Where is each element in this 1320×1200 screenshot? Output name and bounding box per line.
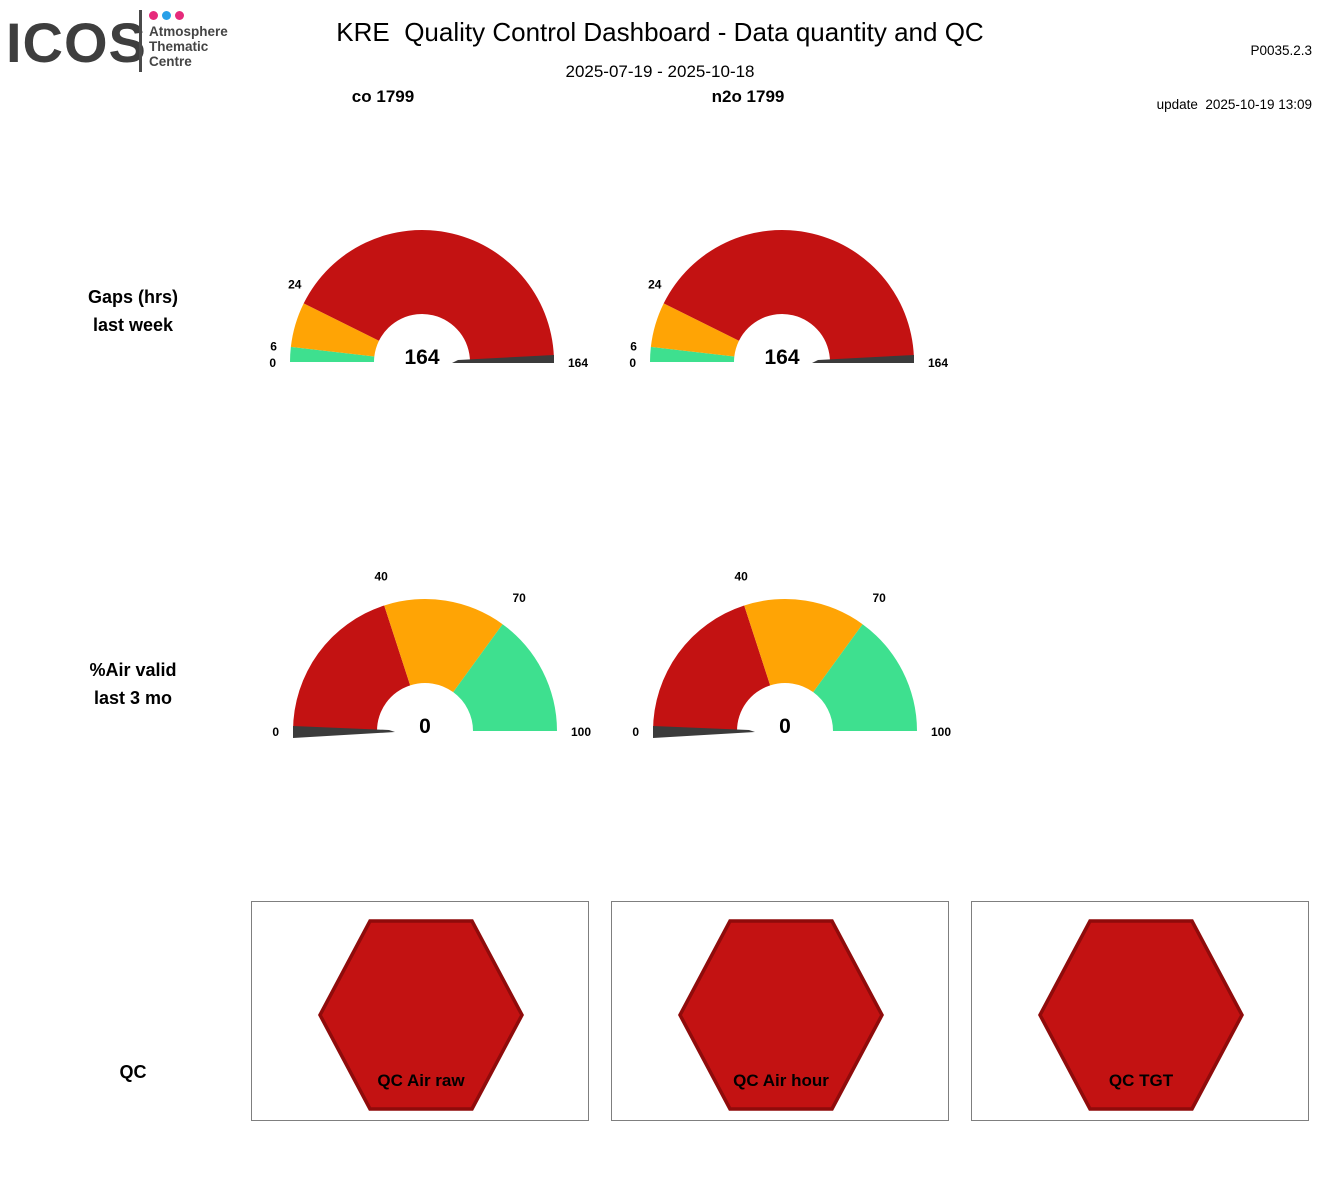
svg-text:164: 164 — [764, 346, 799, 369]
logo-dot-pink-icon — [175, 11, 184, 20]
svg-text:6: 6 — [270, 340, 277, 354]
icos-logo: ICOS — [6, 11, 147, 74]
svg-text:24: 24 — [648, 278, 662, 292]
column-header-n2o: n2o 1799 — [711, 87, 785, 106]
row-label-air-valid: %Air valid last 3 mo — [47, 656, 219, 712]
qc-panel-air-hour: QC Air hour — [611, 901, 949, 1121]
gauge-gaps-n2o: 0 6 24 164 164 — [629, 230, 948, 370]
svg-text:40: 40 — [734, 569, 748, 583]
svg-text:0: 0 — [269, 356, 276, 370]
svg-text:70: 70 — [512, 591, 526, 605]
svg-text:164: 164 — [928, 356, 948, 370]
svg-text:100: 100 — [571, 725, 591, 739]
gauge-air-valid-co: 0 40 70 100 0 — [272, 569, 591, 739]
svg-text:6: 6 — [630, 340, 637, 354]
svg-text:0: 0 — [632, 725, 639, 739]
gauge-air-valid-n2o: 0 40 70 100 0 — [632, 569, 951, 739]
logo-dot-pink-icon — [149, 11, 158, 20]
qc-status-label: QC Air raw — [377, 1071, 465, 1090]
update-timestamp: update 2025-10-19 13:09 — [1156, 97, 1312, 112]
svg-text:24: 24 — [288, 278, 302, 292]
svg-text:164: 164 — [568, 356, 588, 370]
status-hexagon-icon — [1038, 919, 1244, 1111]
qc-panel-tgt: QC TGT — [971, 901, 1309, 1121]
svg-text:0: 0 — [779, 715, 791, 738]
row-label-qc: QC — [47, 1058, 219, 1086]
svg-text:70: 70 — [872, 591, 886, 605]
row-label-air-line1: %Air valid — [89, 660, 177, 680]
qc-status-label: QC TGT — [1108, 1071, 1174, 1090]
row-label-gaps: Gaps (hrs) last week — [47, 283, 219, 339]
qc-status-label: QC Air hour — [733, 1071, 829, 1090]
logo-dots-icon — [149, 11, 184, 20]
logo-org-name: Atmosphere Thematic Centre — [149, 24, 228, 69]
column-header-co: co 1799 — [351, 87, 415, 106]
status-hexagon-icon — [318, 919, 524, 1111]
page-title: KRE Quality Control Dashboard - Data qua… — [336, 17, 984, 47]
logo-dot-blue-icon — [162, 11, 171, 20]
svg-text:100: 100 — [931, 725, 951, 739]
svg-text:0: 0 — [419, 715, 431, 738]
row-label-air-line2: last 3 mo — [93, 688, 173, 708]
row-label-qc-line1: QC — [119, 1062, 147, 1082]
header-meta: P0035.2.3 update 2025-10-19 13:09 — [1157, 6, 1312, 132]
svg-text:0: 0 — [272, 725, 279, 739]
product-code: P0035.2.3 — [1250, 43, 1312, 58]
status-hexagon-icon — [678, 919, 884, 1111]
qc-panel-air-raw: QC Air raw — [251, 901, 589, 1121]
svg-text:164: 164 — [404, 346, 439, 369]
logo-divider — [139, 10, 142, 72]
gauge-gaps-co: 0 6 24 164 164 — [269, 230, 588, 370]
row-label-gaps-line2: last week — [92, 315, 174, 335]
row-label-gaps-line1: Gaps (hrs) — [87, 287, 179, 307]
date-range: 2025-07-19 - 2025-10-18 — [565, 62, 755, 81]
svg-text:40: 40 — [374, 569, 388, 583]
svg-text:0: 0 — [629, 356, 636, 370]
